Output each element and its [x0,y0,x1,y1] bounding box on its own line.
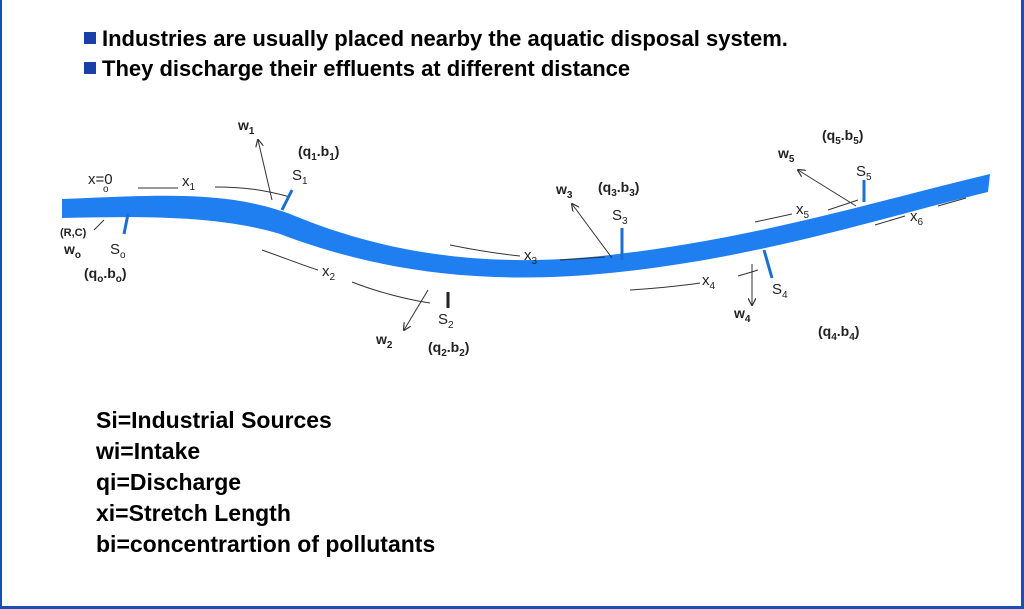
outfall-s4 [762,249,774,279]
rc-label: (R,C) [60,227,87,239]
q3-label: (q3.b3) [598,179,639,199]
river-diagram: x=0 o (R,C) wo So (qo.bo) w1 S1 (q1.b1) … [60,117,990,359]
bullet-text: Industries are usually placed nearby the… [102,26,788,51]
stretch-line-x4-left [629,282,701,291]
s3-label: S3 [612,207,628,227]
w2-label: w2 [375,331,393,351]
legend-item: bi=concentrartion of pollutants [96,531,436,557]
intake-arrow-w3 [572,204,613,259]
w4-label: w4 [733,305,751,325]
river [62,174,990,278]
slide-border-left [0,0,2,609]
legend-item: wi=Intake [96,438,201,464]
bullet-item: Industries are usually placed nearby the… [84,24,788,54]
legend-item: qi=Discharge [96,469,242,495]
legend: Si=Industrial Sources wi=Intake qi=Disch… [96,405,435,560]
q1-label: (q1.b1) [298,143,339,163]
w5-label: w5 [777,145,795,165]
x4-label: x4 [702,272,716,292]
stretch-line-x2-left [261,249,319,271]
legend-item: xi=Stretch Length [96,500,291,526]
square-bullet-icon [84,32,96,44]
intake-arrow-w5 [798,170,857,207]
w1-label: w1 [237,117,255,137]
origin-label: x=0 [88,171,113,188]
slide-border-right [1021,0,1024,609]
bullet-list: Industries are usually placed nearby the… [84,24,788,84]
stretch-line-x1-right [214,186,291,198]
x2-label: x2 [322,263,336,283]
origin-subscript: o [103,184,109,195]
stretch-line-x2-right [351,281,431,304]
s5-label: S5 [856,163,872,183]
intake-arrow-w2 [404,289,429,330]
stretch-line-x5-left [754,213,793,223]
stretch-line-x5-right [827,199,859,211]
q5-label: (q5.b5) [822,127,863,147]
x6-label: x6 [910,208,924,228]
s2-label: S2 [438,311,454,331]
q0-label: (qo.bo) [84,265,127,285]
s4-label: S4 [772,281,788,301]
w0-label: wo [63,241,81,261]
intake-arrow-w1 [258,140,273,201]
slide-border-bottom [0,606,1024,609]
outfall-s0 [122,213,130,235]
rc-pointer [93,219,105,231]
stretch-line-x3-left [449,244,521,257]
square-bullet-icon [84,62,96,74]
x3-label: x3 [524,247,538,267]
stretch-line-x4-right [737,269,759,277]
s0-label: So [110,241,126,261]
x5-label: x5 [796,201,810,221]
w3-label: w3 [555,181,573,201]
outfall-s1 [280,189,294,211]
s1-label: S1 [292,167,308,187]
legend-item: Si=Industrial Sources [96,407,332,433]
stretch-line-x6-right [937,197,967,207]
x1-label: x1 [182,173,196,193]
stretch-line-x6-left [874,215,906,226]
stretch-line-x3-right [559,256,606,261]
bullet-text: They discharge their effluents at differ… [102,56,631,81]
q4-label: (q4.b4) [818,323,859,343]
q2-label: (q2.b2) [428,339,469,359]
bullet-item: They discharge their effluents at differ… [84,54,788,84]
